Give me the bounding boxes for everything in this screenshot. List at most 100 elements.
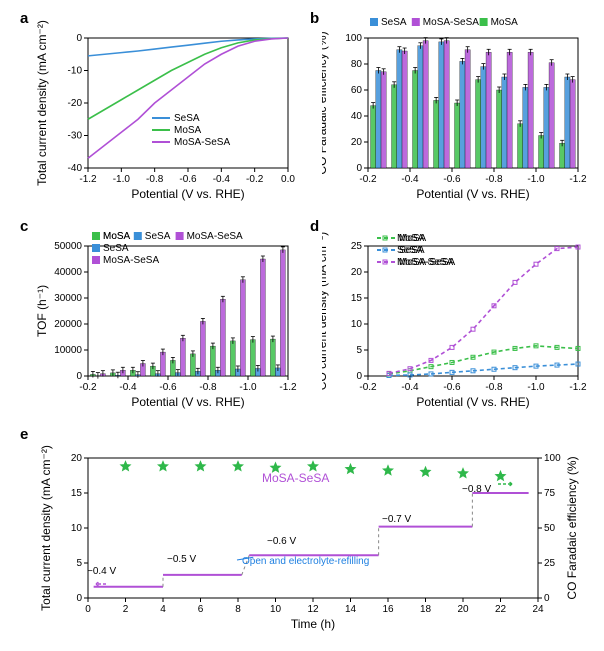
svg-text:-1.2: -1.2: [569, 174, 587, 185]
chart-e: 024681012141618202224051015200255075100T…: [32, 434, 592, 642]
svg-text:0.0: 0.0: [281, 174, 295, 185]
svg-text:30000: 30000: [54, 293, 82, 304]
svg-text:15: 15: [71, 488, 83, 499]
svg-text:Total current density (mA cm⁻²: Total current density (mA cm⁻²): [35, 20, 49, 186]
svg-text:-1.2: -1.2: [569, 382, 587, 393]
svg-text:10: 10: [270, 604, 282, 615]
svg-text:2: 2: [123, 604, 129, 615]
svg-text:0: 0: [76, 593, 82, 604]
svg-text:-0.6: -0.6: [179, 174, 197, 185]
chart-a: -1.2-1.0-0.8-0.6-0.4-0.20.0-40-30-20-100…: [32, 18, 302, 214]
panel-label-e: e: [20, 426, 28, 443]
svg-text:SeSA: SeSA: [397, 245, 423, 256]
svg-text:4: 4: [160, 604, 166, 615]
svg-text:25: 25: [351, 241, 363, 252]
svg-text:Time (h): Time (h): [291, 617, 335, 631]
svg-text:-0.4: -0.4: [401, 382, 419, 393]
svg-text:-0.6: -0.6: [443, 382, 461, 393]
svg-text:-0.2: -0.2: [359, 174, 377, 185]
svg-text:80: 80: [351, 59, 363, 70]
svg-text:10000: 10000: [54, 345, 82, 356]
svg-text:-0.4: -0.4: [213, 174, 231, 185]
svg-text:MoSA: MoSA: [491, 18, 519, 28]
svg-text:-0.2: -0.2: [246, 174, 264, 185]
svg-text:-0.4: -0.4: [401, 174, 419, 185]
svg-text:-30: -30: [68, 131, 83, 142]
svg-text:-0.8: -0.8: [199, 382, 217, 393]
svg-text:SeSA: SeSA: [381, 18, 407, 28]
svg-text:−0.4 V: −0.4 V: [87, 566, 117, 577]
svg-text:40000: 40000: [54, 267, 82, 278]
svg-text:−0.8 V: −0.8 V: [462, 484, 492, 495]
svg-text:-0.8: -0.8: [485, 174, 503, 185]
svg-text:75: 75: [544, 488, 556, 499]
svg-text:-1.0: -1.0: [527, 382, 545, 393]
svg-text:0: 0: [544, 593, 550, 604]
svg-text:-10: -10: [68, 66, 83, 77]
panel-label-a: a: [20, 10, 28, 27]
svg-text:Total current density (mA cm⁻²: Total current density (mA cm⁻²): [39, 445, 53, 611]
svg-text:Potential (V vs. RHE): Potential (V vs. RHE): [416, 395, 529, 409]
svg-text:5: 5: [76, 558, 82, 569]
svg-text:0: 0: [76, 33, 82, 44]
svg-text:25: 25: [544, 558, 556, 569]
svg-text:18: 18: [420, 604, 432, 615]
svg-text:20: 20: [71, 453, 83, 464]
panel-label-d: d: [310, 218, 319, 235]
panel-label-c: c: [20, 218, 28, 235]
svg-text:CO current density (mA cm⁻²): CO current density (mA cm⁻²): [322, 232, 329, 390]
svg-text:60: 60: [351, 85, 363, 96]
svg-text:24: 24: [532, 604, 544, 615]
svg-text:-0.8: -0.8: [146, 174, 164, 185]
svg-text:CO Faradaic efficiency (%): CO Faradaic efficiency (%): [322, 31, 329, 174]
svg-text:14: 14: [345, 604, 357, 615]
svg-text:Potential (V vs. RHE): Potential (V vs. RHE): [131, 395, 244, 409]
svg-text:SeSA: SeSA: [145, 231, 171, 242]
chart-b: -0.2-0.4-0.6-0.8-1.0-1.2020406080100Pote…: [322, 18, 590, 214]
svg-text:MoSA-SeSA: MoSA-SeSA: [187, 231, 243, 242]
svg-text:SeSA: SeSA: [103, 243, 129, 254]
svg-text:15: 15: [351, 293, 363, 304]
svg-text:-40: -40: [68, 163, 83, 174]
svg-text:20: 20: [457, 604, 469, 615]
svg-text:-0.6: -0.6: [159, 382, 177, 393]
svg-text:MoSA-SeSA: MoSA-SeSA: [397, 257, 453, 268]
svg-text:100: 100: [345, 33, 362, 44]
svg-text:CO Faradaic efficiency (%): CO Faradaic efficiency (%): [565, 456, 579, 599]
svg-text:-0.2: -0.2: [359, 382, 377, 393]
svg-text:-0.8: -0.8: [485, 382, 503, 393]
svg-text:Potential (V vs. RHE): Potential (V vs. RHE): [131, 187, 244, 201]
svg-text:50: 50: [544, 523, 556, 534]
svg-text:5: 5: [356, 345, 362, 356]
svg-text:TOF (h⁻¹): TOF (h⁻¹): [35, 285, 49, 337]
svg-text:20000: 20000: [54, 319, 82, 330]
svg-text:MoSA: MoSA: [103, 231, 131, 242]
svg-text:6: 6: [198, 604, 204, 615]
chart-d: -0.2 -0.4 -0.6 -0.8 -1.0 -1.2 0 5 10 15 20 25 Potent…: [322, 226, 590, 422]
svg-text:Potential (V vs. RHE): Potential (V vs. RHE): [416, 187, 529, 201]
svg-text:0: 0: [356, 163, 362, 174]
svg-text:MoSA: MoSA: [174, 125, 202, 136]
svg-text:20: 20: [351, 267, 363, 278]
svg-text:40: 40: [351, 111, 363, 122]
svg-text:-1.2: -1.2: [279, 382, 297, 393]
svg-text:MoSA: MoSA: [397, 233, 425, 244]
svg-text:−0.6 V: −0.6 V: [267, 536, 297, 547]
svg-text:−0.5 V: −0.5 V: [167, 554, 197, 565]
svg-text:-20: -20: [68, 98, 83, 109]
svg-text:0: 0: [356, 371, 362, 382]
svg-text:10: 10: [351, 319, 363, 330]
svg-text:0: 0: [85, 604, 91, 615]
svg-text:−0.7 V: −0.7 V: [382, 514, 412, 525]
svg-text:-0.4: -0.4: [119, 382, 137, 393]
svg-text:10: 10: [71, 523, 83, 534]
svg-text:-0.6: -0.6: [443, 174, 461, 185]
svg-text:-1.0: -1.0: [527, 174, 545, 185]
chart-c: -0.2-0.4-0.6-0.8-1.0-1.20100002000030000…: [32, 226, 302, 422]
panel-label-b: b: [310, 10, 319, 27]
svg-text:Open and electrolyte-refilling: Open and electrolyte-refilling: [242, 556, 369, 567]
svg-text:100: 100: [544, 453, 561, 464]
svg-text:12: 12: [307, 604, 319, 615]
svg-text:MoSA-SeSA: MoSA-SeSA: [262, 471, 329, 485]
svg-text:MoSA-SeSA: MoSA-SeSA: [103, 255, 159, 266]
